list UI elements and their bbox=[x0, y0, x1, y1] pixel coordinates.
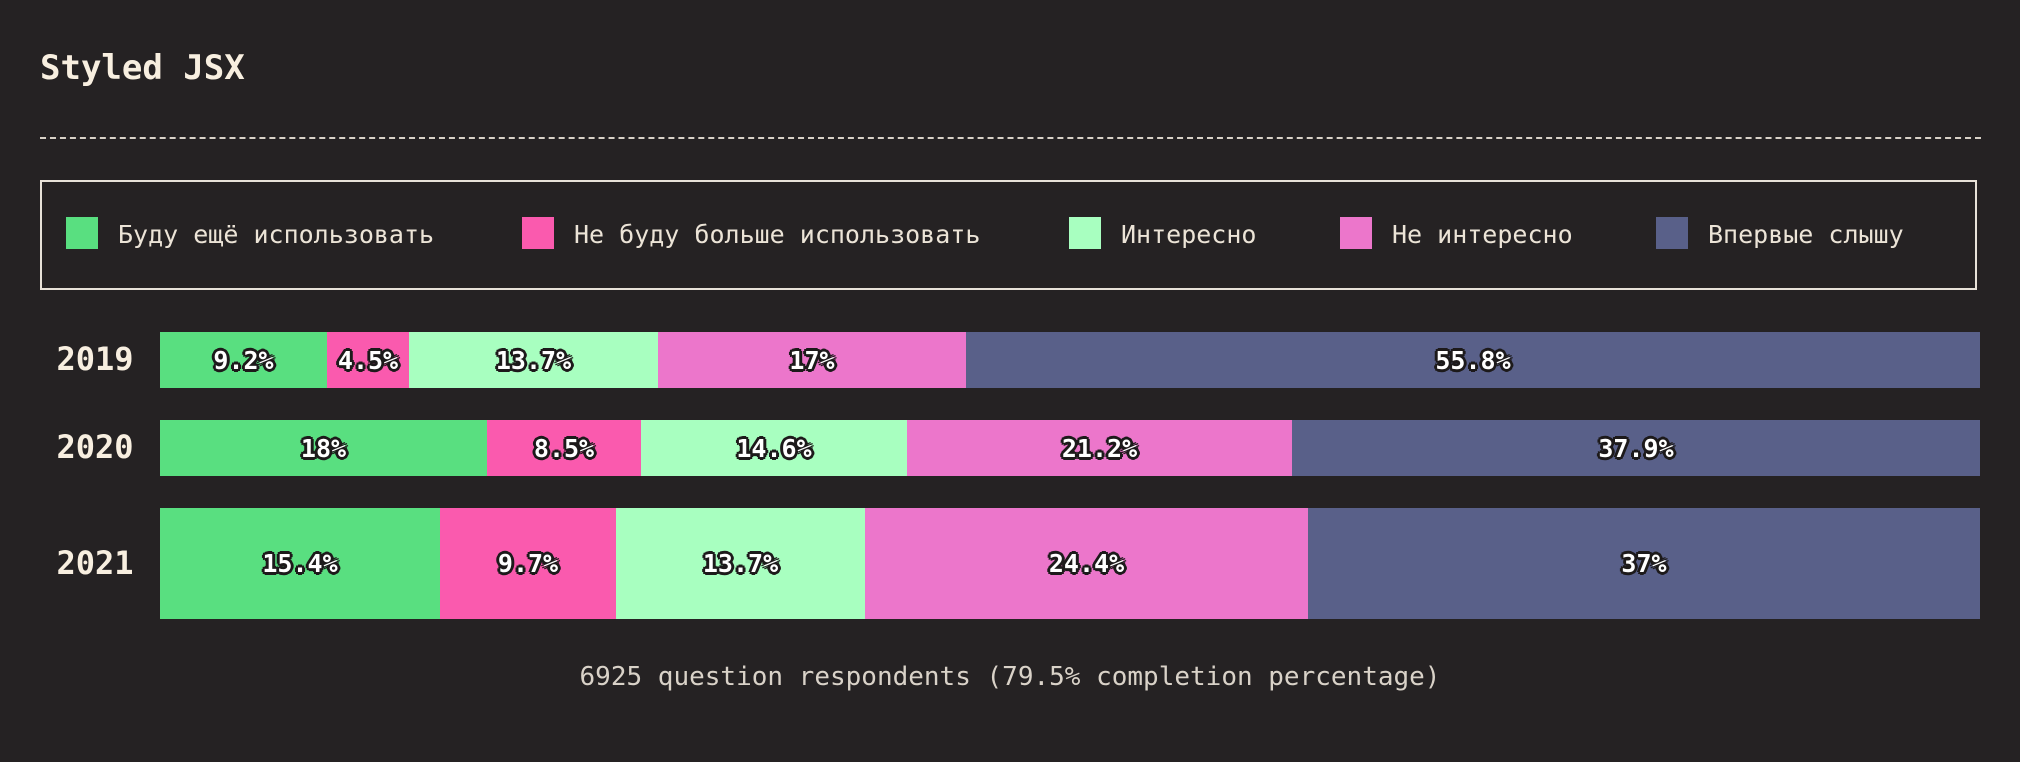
legend-label: Буду ещё использовать bbox=[118, 220, 435, 249]
year-label: 2020 bbox=[56, 428, 134, 466]
legend-label: Не буду больше использовать bbox=[574, 220, 981, 249]
bar-row-2020: 18% 8.5% 14.6% 21.2% 37.9% bbox=[160, 420, 1980, 476]
bar-segment[interactable]: 13.7% bbox=[409, 332, 658, 388]
bar-segment[interactable]: 17% bbox=[658, 332, 966, 388]
bar-segment[interactable]: 14.6% bbox=[641, 420, 907, 476]
bar-segment[interactable]: 4.5% bbox=[327, 332, 409, 388]
legend-label: Интересно bbox=[1121, 220, 1257, 249]
bar-row-2019: 9.2% 4.5% 13.7% 17% 55.8% bbox=[160, 332, 1980, 388]
bar-segment[interactable]: 24.4% bbox=[865, 508, 1308, 619]
legend-swatch bbox=[1656, 217, 1688, 249]
legend-swatch bbox=[1069, 217, 1101, 249]
bar-value-label: 9.7% bbox=[497, 549, 559, 578]
legend-label: Впервые слышу bbox=[1708, 220, 1904, 249]
bar-value-label: 13.7% bbox=[702, 549, 779, 578]
legend-swatch bbox=[66, 217, 98, 249]
bar-row-2021: 15.4% 9.7% 13.7% 24.4% 37% bbox=[160, 508, 1980, 619]
bar-value-label: 14.6% bbox=[736, 433, 812, 463]
bar-value-label: 21.2% bbox=[1061, 433, 1138, 463]
bar-segment[interactable]: 9.7% bbox=[440, 508, 616, 619]
legend-label: Не интересно bbox=[1392, 220, 1573, 249]
bar-value-label: 37% bbox=[1621, 549, 1667, 578]
bar-value-label: 55.8% bbox=[1435, 345, 1511, 375]
bar-value-label: 8.5% bbox=[533, 433, 595, 463]
bar-value-label: 24.4% bbox=[1048, 549, 1125, 578]
bar-segment[interactable]: 55.8% bbox=[966, 332, 1980, 388]
bar-segment[interactable]: 15.4% bbox=[160, 508, 440, 619]
bar-segment[interactable]: 18% bbox=[160, 420, 487, 476]
bar-value-label: 9.2% bbox=[213, 345, 274, 375]
legend-swatch bbox=[1340, 217, 1372, 249]
bar-segment[interactable]: 21.2% bbox=[907, 420, 1292, 476]
bar-value-label: 4.5% bbox=[337, 345, 399, 375]
bar-segment[interactable]: 13.7% bbox=[616, 508, 865, 619]
bar-segment[interactable]: 37.9% bbox=[1292, 420, 1980, 476]
legend-swatch bbox=[522, 217, 554, 249]
bar-value-label: 17% bbox=[789, 345, 835, 375]
bar-segment[interactable]: 37% bbox=[1308, 508, 1980, 619]
bar-value-label: 18% bbox=[300, 433, 347, 463]
chart-title: Styled JSX bbox=[40, 48, 245, 88]
year-label: 2021 bbox=[56, 543, 134, 582]
bar-segment[interactable]: 8.5% bbox=[487, 420, 641, 476]
title-divider bbox=[40, 137, 1981, 139]
bar-value-label: 13.7% bbox=[495, 345, 572, 375]
respondents-note: 6925 question respondents (79.5% complet… bbox=[579, 662, 1441, 692]
year-label: 2019 bbox=[56, 340, 134, 378]
bar-value-label: 15.4% bbox=[262, 549, 338, 578]
legend: Буду ещё использовать Не буду больше исп… bbox=[40, 180, 1977, 290]
bar-segment[interactable]: 9.2% bbox=[160, 332, 327, 388]
bar-value-label: 37.9% bbox=[1598, 433, 1674, 463]
